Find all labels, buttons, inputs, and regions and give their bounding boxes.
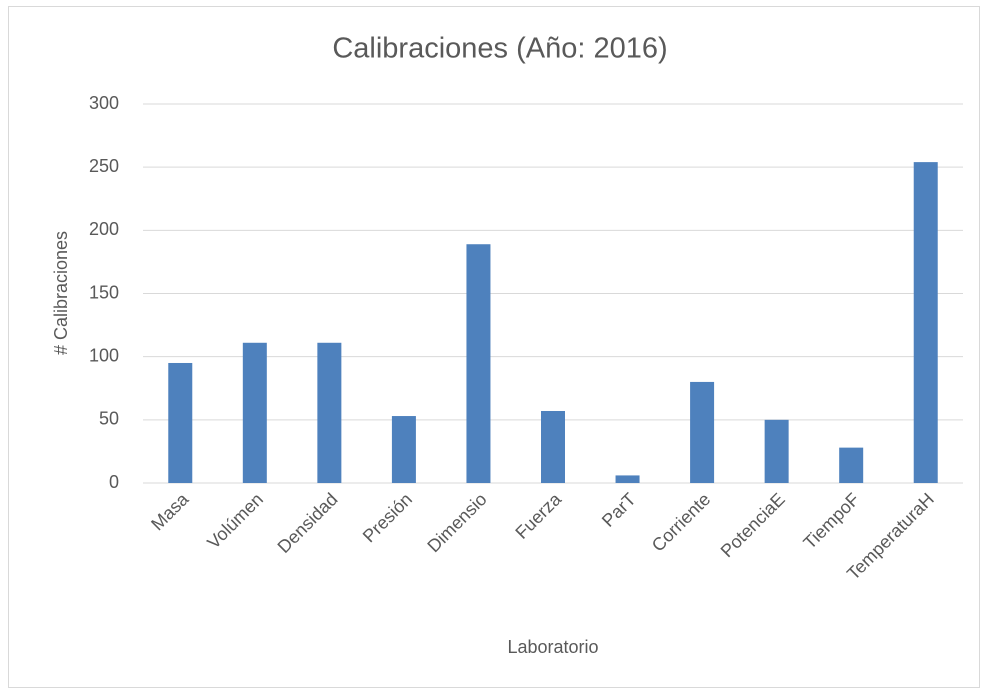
chart-title: Calibraciones (Año: 2016) <box>332 33 667 65</box>
bar <box>466 244 491 483</box>
bar <box>913 162 938 483</box>
bar <box>541 410 565 483</box>
bar <box>242 342 267 483</box>
y-tick-label: 150 <box>89 282 119 302</box>
bar <box>615 475 640 483</box>
y-tick-label: 50 <box>99 409 119 429</box>
bar <box>168 362 193 483</box>
bar <box>764 419 789 483</box>
bar <box>690 381 715 483</box>
x-axis-label: Laboratorio <box>507 637 598 657</box>
chart-border <box>8 6 980 688</box>
bar <box>839 447 864 483</box>
y-axis-label: # Calibraciones <box>51 231 71 355</box>
y-tick-label: 0 <box>109 472 119 492</box>
y-tick-label: 300 <box>89 93 119 113</box>
bar <box>391 416 416 483</box>
y-tick-label: 250 <box>89 156 119 176</box>
y-tick-label: 100 <box>89 345 119 365</box>
bar <box>317 342 342 483</box>
y-tick-label: 200 <box>89 219 119 239</box>
